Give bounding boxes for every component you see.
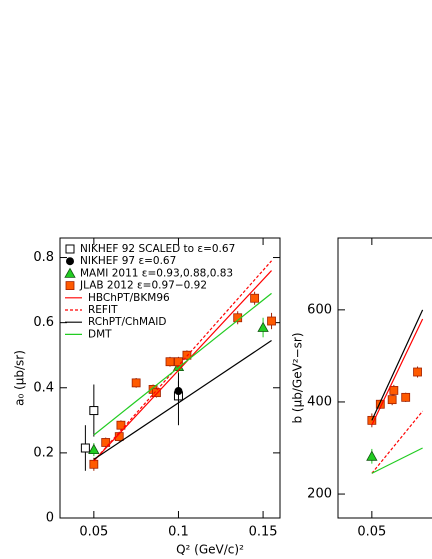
x-tick-label: 0.1 [168, 525, 189, 540]
y-axis-label: a₀ (μb/sr) [13, 350, 27, 406]
curve [371, 318, 424, 426]
curve [371, 309, 424, 421]
data-point [257, 321, 269, 332]
data-point [116, 420, 126, 430]
legend-label: HBChPT/BKM96 [88, 292, 170, 304]
legend-marker [66, 257, 74, 266]
legend-marker [65, 244, 75, 254]
legend-label: RChPT/ChMAID [88, 316, 166, 328]
data-point [80, 443, 90, 453]
data-point [89, 406, 99, 416]
legend-marker [64, 267, 76, 278]
legend-label: DMT [88, 328, 112, 340]
plot-frame [59, 237, 281, 519]
data-point [165, 357, 175, 367]
x-axis-label: Q² (GeV/c)² [176, 543, 244, 557]
legend-marker [65, 281, 75, 291]
data-point [250, 293, 260, 303]
data-point [401, 392, 411, 402]
data-point [101, 438, 111, 447]
y-tick-label: 400 [307, 394, 332, 409]
y-tick-label: 0.8 [33, 250, 54, 265]
legend-label: NIKHEF 97 ε=0.67 [80, 255, 176, 267]
x-tick-label: 0.05 [79, 525, 108, 540]
x-tick-label: 0.15 [249, 525, 278, 540]
legend-label: MAMI 2011 ε=0.93,0.88,0.83 [80, 267, 233, 279]
curve [93, 270, 272, 462]
data-point [366, 450, 378, 461]
y-tick-label: 0.4 [33, 380, 54, 395]
y-tick-label: 0.6 [33, 315, 54, 330]
y-tick-label: 0 [46, 511, 54, 526]
data-point [267, 316, 276, 326]
data-point [89, 459, 99, 469]
data-point [131, 378, 141, 388]
legend-label: NIKHEF 92 SCALED to ε=0.67 [80, 243, 235, 255]
data-point [389, 386, 399, 395]
plot-frame [337, 237, 432, 519]
curve [371, 447, 423, 474]
legend-label: REFIT [88, 304, 118, 316]
y-tick-label: 0.2 [33, 445, 54, 460]
data-point [182, 350, 192, 360]
x-tick-label: 0.05 [357, 525, 386, 540]
data-point [174, 387, 183, 396]
curve [371, 410, 424, 474]
y-tick-label: 600 [307, 302, 332, 317]
legend-label: JLAB 2012 ε=0.97−0.92 [79, 280, 207, 292]
curve [93, 340, 272, 460]
data-point [88, 443, 100, 455]
data-point [413, 367, 422, 377]
y-tick-label: 200 [307, 487, 332, 502]
curve [93, 292, 272, 436]
data-point [387, 395, 397, 405]
y-axis-label: b (μb/GeV²−sr) [291, 332, 305, 423]
data-point [152, 388, 161, 398]
